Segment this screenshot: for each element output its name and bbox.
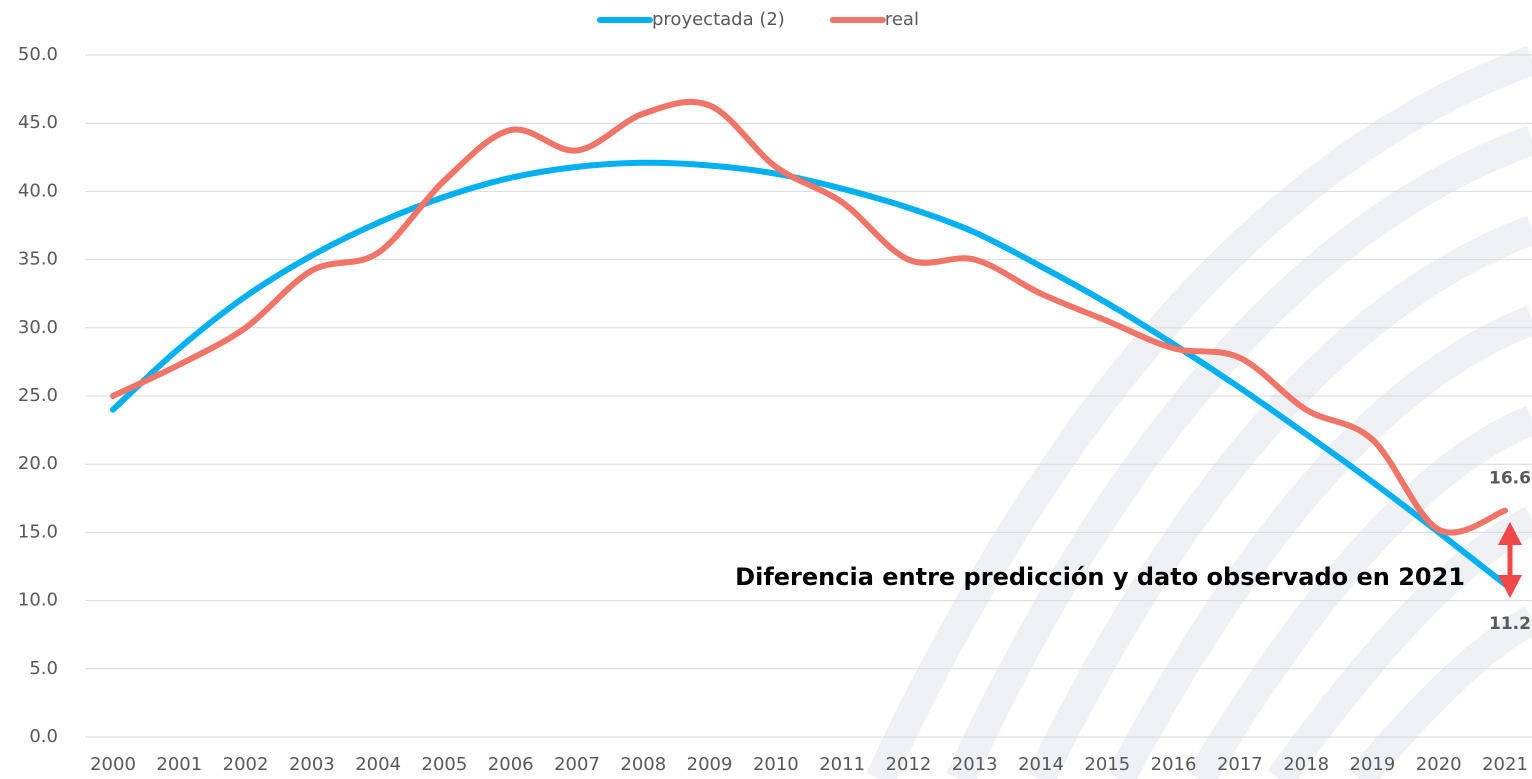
x-tick-label: 2013 [952,754,998,775]
y-tick-label: 10.0 [18,590,58,611]
x-tick-label: 2004 [355,754,401,775]
y-tick-label: 25.0 [18,385,58,406]
x-tick-label: 2000 [90,754,136,775]
data-label: 16.6 [1489,469,1531,489]
x-tick-label: 2001 [156,754,202,775]
x-tick-label: 2019 [1350,754,1396,775]
y-tick-label: 45.0 [18,112,58,133]
x-tick-label: 2006 [488,754,534,775]
x-tick-label: 2008 [620,754,666,775]
background-arcs [866,45,1532,779]
x-tick-label: 2018 [1283,754,1329,775]
legend-label: proyectada (2) [652,9,785,30]
x-tick-label: 2012 [886,754,932,775]
x-tick-label: 2009 [687,754,733,775]
x-tick-label: 2003 [289,754,335,775]
x-tick-label: 2010 [753,754,799,775]
data-label: 11.2 [1489,614,1531,634]
legend-label: real [885,9,919,30]
y-tick-label: 0.0 [29,726,58,747]
y-tick-label: 30.0 [18,317,58,338]
annotation: Diferencia entre predicción y dato obser… [735,563,1465,591]
x-tick-label: 2017 [1217,754,1263,775]
y-tick-label: 5.0 [29,658,58,679]
x-tick-label: 2015 [1084,754,1130,775]
series-line [110,159,1508,588]
x-tick-label: 2002 [223,754,269,775]
x-tick-label: 2011 [819,754,865,775]
y-tick-label: 35.0 [18,249,58,270]
x-tick-label: 2021 [1482,754,1528,775]
x-tick-label: 2007 [554,754,600,775]
x-tick-label: 2016 [1151,754,1197,775]
y-tick-label: 50.0 [18,44,58,65]
x-tick-label: 2014 [1018,754,1064,775]
x-tick-label: 2005 [422,754,468,775]
difference-arrow [1498,522,1522,598]
series-line [110,98,1508,536]
x-tick-label: 2020 [1416,754,1462,775]
y-tick-label: 15.0 [18,521,58,542]
y-tick-label: 40.0 [18,180,58,201]
y-tick-label: 20.0 [18,453,58,474]
